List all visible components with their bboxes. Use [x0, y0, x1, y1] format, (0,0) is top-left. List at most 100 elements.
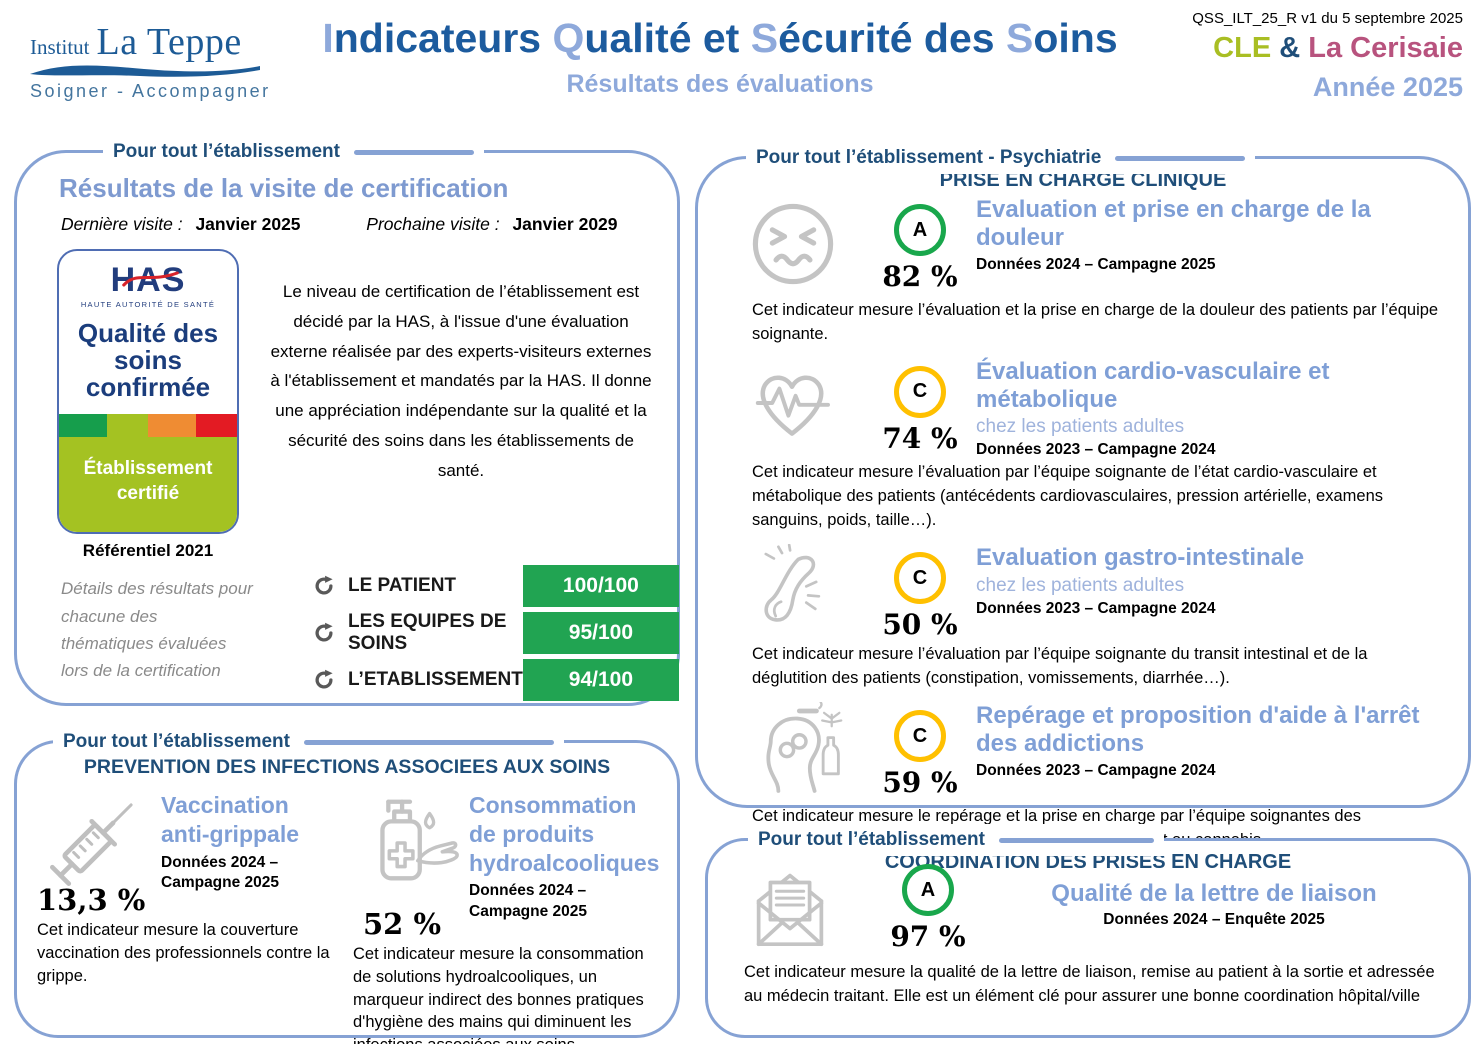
title-segment: I	[322, 15, 334, 61]
psychiatrie-panel-label: Pour tout l’établissement - Psychiatrie	[746, 142, 1256, 174]
visit-dates: Dernière visite : Janvier 2025 Prochaine…	[61, 214, 677, 235]
indicator-text: Qualité de la lettre de liaison Données …	[984, 852, 1444, 929]
grade-badge: A	[902, 864, 954, 916]
score-value: 95/100	[522, 612, 679, 655]
certification-bottom-row: Détails des résultats pour chacune des t…	[61, 565, 679, 705]
liaison-letter-indicator: A 97 % Qualité de la lettre de liaison D…	[740, 852, 1444, 1016]
indicator-value: 50 %	[882, 608, 958, 642]
panel-label-text: Pour tout l’établissement - Psychiatrie	[756, 147, 1102, 168]
logo-name: La Teppe	[96, 21, 242, 63]
site-cle: CLE	[1213, 32, 1272, 64]
band-lime	[107, 414, 148, 438]
indicator-value: 59 %	[882, 766, 958, 800]
label-line	[353, 149, 474, 155]
score-row: L’ETABLISSEMENT 94/100	[313, 659, 679, 702]
coordination-heading: COORDINATION DES PRISES EN CHARGE	[884, 851, 1292, 873]
indicator-value: 97 %	[890, 920, 966, 953]
indicator-data-period: Données 2023 – Campagne 2024	[976, 441, 1216, 459]
logo-wave-icon	[30, 65, 260, 77]
indicator-text: Evaluation et prise en charge de la doul…	[976, 192, 1452, 274]
score-label: LE PATIENT	[348, 575, 457, 597]
grade-block: A 97 %	[872, 852, 984, 953]
next-visit-label: Prochaine visite :	[366, 214, 500, 234]
score-list: LE PATIENT 100/100 LES EQUIPES DE SOINS …	[313, 565, 679, 705]
sanitizer-icon	[380, 799, 459, 881]
indicator-title: Évaluation cardio-vasculaire et métaboli…	[976, 357, 1330, 414]
indicator-value: 52 %	[363, 907, 442, 942]
vaccination-top-row: Vaccination anti-grippale Données 2024 –…	[37, 783, 337, 899]
circular-arrow-icon	[315, 623, 333, 642]
indicator-data-period: Données 2024 – Enquête 2025	[1103, 911, 1325, 929]
certification-title: Résultats de la visite de certification	[59, 173, 509, 203]
indicator-description: Cet indicateur mesure l’évaluation par l…	[752, 645, 1368, 688]
pain-indicator: A 82 % Evaluation et prise en charge de …	[746, 192, 1452, 354]
indicator-value: 13,3 %	[37, 883, 146, 917]
title-segment: ualité et	[584, 15, 751, 61]
indicator-value: 74 %	[882, 421, 958, 455]
syringe-icon	[50, 803, 133, 886]
site-separator: &	[1279, 32, 1301, 64]
panel-label-text: Pour tout l’établissement	[758, 829, 985, 850]
panel-label-text: Pour tout l’établissement	[113, 141, 340, 162]
logo-wordmark: Institut La Teppe	[30, 20, 280, 64]
indicator-description: Cet indicateur mesure l’évaluation par l…	[752, 463, 1384, 530]
envelope-icon	[740, 852, 872, 959]
badge-certified-text: Établissement certifié	[59, 437, 237, 533]
document-version: QSS_ILT_25_R v1 du 5 septembre 2025	[1192, 10, 1463, 27]
has-certification-badge: HAS HAUTE AUTORITÉ DE SANTÉ Qualité des …	[57, 249, 239, 561]
header-right: QSS_ILT_25_R v1 du 5 septembre 2025 CLE …	[1192, 10, 1463, 103]
indicator-title: Evaluation et prise en charge de la doul…	[976, 196, 1371, 252]
score-value: 94/100	[522, 659, 679, 702]
indicator-data-period: Données 2024 – Campagne 2025	[161, 853, 280, 892]
logo-tagline: Soigner - Accompagner	[30, 81, 271, 101]
certification-main-row: HAS HAUTE AUTORITÉ DE SANTÉ Qualité des …	[57, 249, 677, 561]
page-title-block: Indicateurs Qualité et Sécurité des Soin…	[280, 15, 1160, 99]
circular-arrow-icon	[315, 670, 333, 689]
title-segment: Q	[552, 15, 585, 61]
grade-badge: C	[894, 365, 946, 418]
indicator-data-period: Données 2023 – Campagne 2024	[976, 599, 1216, 617]
has-red-swoosh-icon	[121, 271, 179, 287]
page-subtitle: Résultats des évaluations	[566, 70, 874, 99]
cardio-indicator: C 74 % Évaluation cardio-vasculaire et m…	[746, 354, 1452, 540]
title-segment: écurité des	[778, 15, 1006, 61]
year-label: Année 2025	[1312, 72, 1463, 102]
grade-badge: C	[894, 710, 946, 763]
score-row: LE PATIENT 100/100	[313, 565, 679, 608]
label-line	[1115, 155, 1246, 161]
coordination-panel-label: Pour tout l’établissement	[748, 824, 1164, 856]
score-row: LES EQUIPES DE SOINS 95/100	[313, 611, 679, 655]
badge-referential: Référentiel 2021	[82, 541, 214, 561]
indicator-data-period: Données 2023 – Campagne 2024	[976, 761, 1216, 779]
grade-block: C 74 %	[864, 354, 976, 455]
indicator-text: Repérage et proposition d'aide à l'arrêt…	[976, 698, 1452, 780]
hydroalcoholic-titles: Consommation de produits hydroalcoolique…	[469, 783, 661, 923]
grade-badge: A	[894, 204, 946, 256]
circular-arrow-icon	[315, 576, 333, 595]
score-label: LES EQUIPES DE SOINS	[348, 611, 507, 655]
gastro-icon	[746, 540, 864, 641]
badge-rating-band	[59, 414, 237, 438]
indicator-title: Qualité de la lettre de liaison	[1051, 880, 1377, 907]
indicator-title: Vaccination anti-grippale	[161, 792, 300, 847]
indicator-text: Évaluation cardio-vasculaire et métaboli…	[976, 354, 1452, 460]
grade-block: C 59 %	[864, 698, 976, 799]
indicator-subtitle: chez les patients adultes	[976, 574, 1185, 596]
title-segment: S	[1005, 15, 1034, 61]
badge-quality-text: Qualité des soins confirmée	[77, 318, 219, 403]
hydroalcoholic-block: Consommation de produits hydroalcoolique…	[353, 783, 661, 1044]
label-line	[998, 837, 1154, 843]
indicator-title: Evaluation gastro-intestinale	[976, 544, 1305, 572]
certification-description: Le niveau de certification de l’établiss…	[270, 282, 652, 480]
details-note: Détails des résultats pour chacune des t…	[61, 579, 253, 681]
cardio-heart-icon	[746, 354, 864, 453]
prevention-heading: PREVENTION DES INFECTIONS ASSOCIEES AUX …	[83, 756, 611, 778]
logo-institut: Institut	[30, 35, 90, 59]
psychiatrie-panel: Pour tout l’établissement - Psychiatrie …	[695, 142, 1471, 849]
prevention-panel: Pour tout l’établissement PREVENTION DES…	[14, 726, 680, 1044]
indicator-description: Cet indicateur mesure la consommation de…	[353, 945, 644, 1044]
next-visit-value: Janvier 2029	[512, 214, 618, 234]
indicator-description: Cet indicateur mesure la couverture vacc…	[37, 921, 330, 985]
score-value: 100/100	[522, 565, 679, 608]
panel-label-text: Pour tout l’établissement	[63, 731, 290, 752]
